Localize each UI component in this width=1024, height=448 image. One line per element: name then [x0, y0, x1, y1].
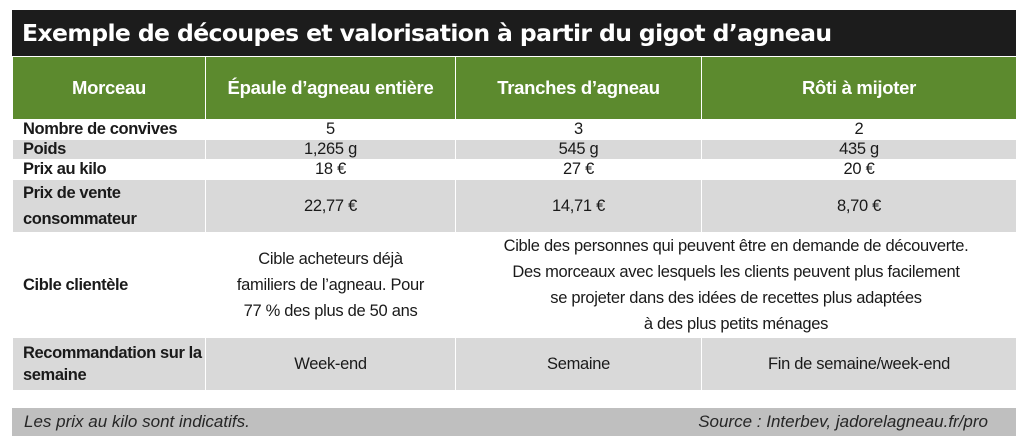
footer-bar: Les prix au kilo sont indicatifs. Source…	[12, 408, 1016, 436]
cell-value: Fin de semaine/week-end	[701, 337, 1017, 391]
row-label: Nombre de convives	[12, 119, 206, 140]
row-label: Poids	[12, 139, 206, 160]
cell-value: 14,71 €	[455, 179, 702, 233]
cell-value: 2	[701, 119, 1017, 140]
cell-value: 5	[205, 119, 456, 140]
cell-value: 18 €	[205, 159, 456, 180]
row-label: Prix au kilo	[12, 159, 206, 180]
cell-line: Cible des personnes qui peuvent être en …	[503, 237, 969, 255]
cell-value: 27 €	[455, 159, 702, 180]
table-row: Cible clientèle Cible acheteurs déjà fam…	[12, 232, 1017, 338]
comparison-table: Morceau Épaule d’agneau entière Tranches…	[12, 56, 1017, 391]
cell-value: Week-end	[205, 337, 456, 391]
cell-value: 435 g	[701, 139, 1017, 160]
cell-line: à des plus petits ménages	[643, 315, 829, 333]
cell-value-merged: Cible des personnes qui peuvent être en …	[455, 232, 1017, 338]
cell-value: 545 g	[455, 139, 702, 160]
header-epaule-text: Épaule d’agneau entière	[227, 77, 434, 98]
row-label: Cible clientèle	[12, 232, 206, 338]
cell-line: se projeter dans des idées de recettes p…	[550, 289, 922, 307]
table-row: Nombre de convives 5 3 2	[12, 119, 1017, 140]
row-label: Recommandation sur la semaine	[12, 337, 206, 391]
table-row: Prix au kilo 18 € 27 € 20 €	[12, 159, 1017, 180]
header-row: Morceau Épaule d’agneau entière Tranches…	[12, 56, 1017, 120]
cell-value: 20 €	[701, 159, 1017, 180]
header-tranches: Tranches d’agneau	[455, 56, 702, 120]
cell-line: Des morceaux avec lesquels les clients p…	[512, 263, 960, 281]
cell-value: Semaine	[455, 337, 702, 391]
cell-value: 8,70 €	[701, 179, 1017, 233]
cell-value: 22,77 €	[205, 179, 456, 233]
header-epaule: Épaule d’agneau entière	[205, 56, 456, 120]
cell-value: 1,265 g	[205, 139, 456, 160]
table-row: Poids 1,265 g 545 g 435 g	[12, 139, 1017, 160]
table-row: Prix de vente consommateur 22,77 € 14,71…	[12, 179, 1017, 233]
cell-value: 3	[455, 119, 702, 140]
table-row: Recommandation sur la semaine Week-end S…	[12, 337, 1017, 391]
header-morceau: Morceau	[12, 56, 206, 120]
footer-note: Les prix au kilo sont indicatifs.	[24, 412, 250, 431]
header-roti: Rôti à mijoter	[701, 56, 1017, 120]
cell-value: Cible acheteurs déjà familiers de l’agne…	[205, 232, 456, 338]
row-label: Prix de vente consommateur	[12, 179, 206, 233]
table-title: Exemple de découpes et valorisation à pa…	[12, 10, 1016, 56]
footer-source: Source : Interbev, jadorelagneau.fr/pro	[698, 412, 988, 431]
cell-text: Cible acheteurs déjà familiers de l’agne…	[236, 250, 425, 320]
